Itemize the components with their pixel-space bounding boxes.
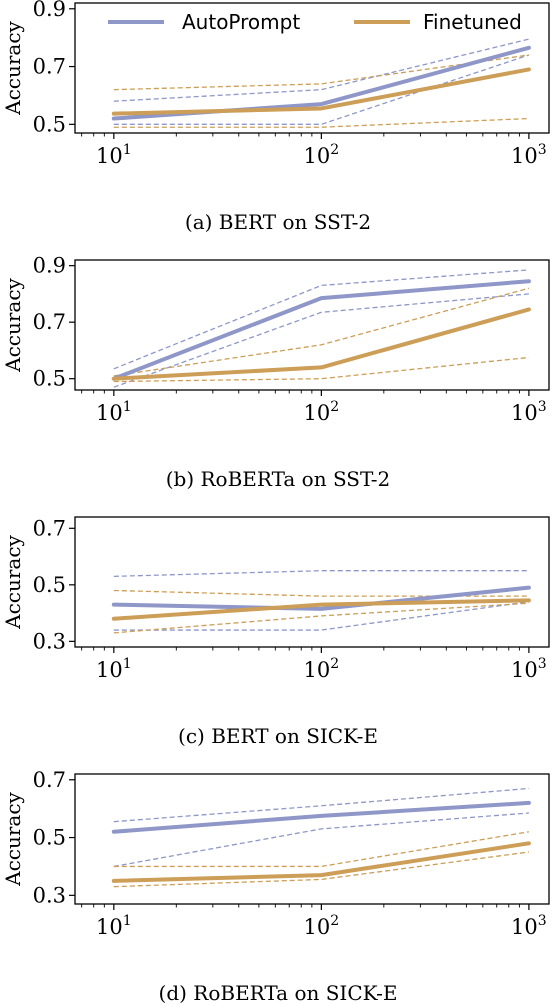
autoprompt-upper-bound-line	[113, 269, 529, 370]
panel-4: 0.3 0.5 0.7 101 102 103 Accuracy (d) RoBERTa on…	[1, 768, 550, 1005]
autoprompt-lower-bound-line	[113, 812, 529, 868]
y-tick-label: 0.5	[33, 826, 66, 850]
y-tick-label: 0.5	[33, 367, 66, 391]
x-tick-label: 102	[304, 656, 340, 682]
y-tick-label: 0.5	[33, 112, 66, 136]
panel-caption: (c) BERT on SICK-E	[178, 724, 378, 748]
panel-caption: (a) BERT on SST-2	[185, 210, 371, 234]
x-tick-label: 103	[511, 913, 547, 939]
x-tick-label: 101	[96, 656, 132, 682]
finetuned-upper-bound-line	[113, 831, 529, 868]
autoprompt-lower-bound-line	[113, 54, 530, 125]
finetuned-lower-bound-line	[113, 356, 529, 383]
y-tick-label: 0.3	[33, 883, 66, 907]
y-tick-label: 0.7	[33, 55, 66, 79]
panel-caption: (b) RoBERTa on SST-2	[166, 467, 391, 491]
finetuned-mean-line	[111, 598, 531, 621]
x-tick-label: 101	[96, 913, 132, 939]
autoprompt-lower-bound-line	[113, 293, 529, 388]
axes-frame	[74, 516, 550, 648]
finetuned-mean-line	[111, 841, 531, 883]
finetuned-legend-label: Finetuned	[423, 10, 522, 34]
x-tick-label: 102	[304, 142, 340, 168]
x-tick-label: 102	[304, 913, 340, 939]
x-tick-label: 101	[96, 399, 132, 425]
autoprompt-upper-bound-line	[113, 787, 529, 823]
y-axis-label: Accuracy	[1, 277, 25, 372]
y-tick-label: 0.7	[33, 310, 66, 334]
finetuned-lower-bound-line	[113, 117, 529, 128]
y-tick-label: 0.7	[33, 768, 66, 792]
panel-1: 0.5 0.7 0.9 101 102 103 Accuracy (a) BERT on SS…	[1, 0, 550, 234]
panel-2: 0.5 0.7 0.9 101 102 103 Accuracy (b) RoBERTa on…	[1, 254, 550, 491]
autoprompt-legend-label: AutoPrompt	[182, 10, 300, 34]
autoprompt-mean-line	[111, 585, 531, 611]
y-tick-label: 0.3	[33, 629, 66, 653]
panel-3: 0.3 0.5 0.7 101 102 103 Accuracy (c) BERT on SI…	[1, 516, 550, 748]
finetuned-lower-bound-line	[113, 851, 529, 888]
panel-caption: (d) RoBERTa on SICK-E	[159, 981, 398, 1005]
x-tick-label: 103	[511, 142, 547, 168]
y-axis-label: Accuracy	[1, 20, 25, 115]
axes-frame	[74, 773, 550, 905]
x-tick-label: 103	[511, 656, 547, 682]
y-tick-label: 0.7	[33, 516, 66, 540]
x-tick-label: 101	[96, 142, 132, 168]
y-axis-label: Accuracy	[1, 791, 25, 886]
finetuned-mean-line	[111, 307, 531, 381]
x-tick-label: 103	[511, 399, 547, 425]
finetuned-lower-bound-line	[113, 602, 529, 634]
autoprompt-mean-line	[111, 800, 531, 834]
x-tick-label: 102	[304, 399, 340, 425]
legend: AutoPrompt Finetuned	[108, 10, 522, 34]
y-axis-label: Accuracy	[1, 534, 25, 629]
y-tick-label: 0.5	[33, 573, 66, 597]
autoprompt-upper-bound-line	[113, 570, 529, 577]
finetuned-upper-bound-line	[113, 54, 529, 91]
finetuned-upper-bound-line	[113, 287, 530, 377]
autoprompt-mean-line	[111, 279, 531, 381]
y-tick-label: 0.9	[33, 0, 66, 21]
finetuned-mean-line	[111, 67, 531, 116]
autoprompt-lower-bound-line	[113, 601, 529, 631]
autoprompt-upper-bound-line	[113, 38, 530, 102]
y-tick-label: 0.9	[33, 254, 66, 278]
